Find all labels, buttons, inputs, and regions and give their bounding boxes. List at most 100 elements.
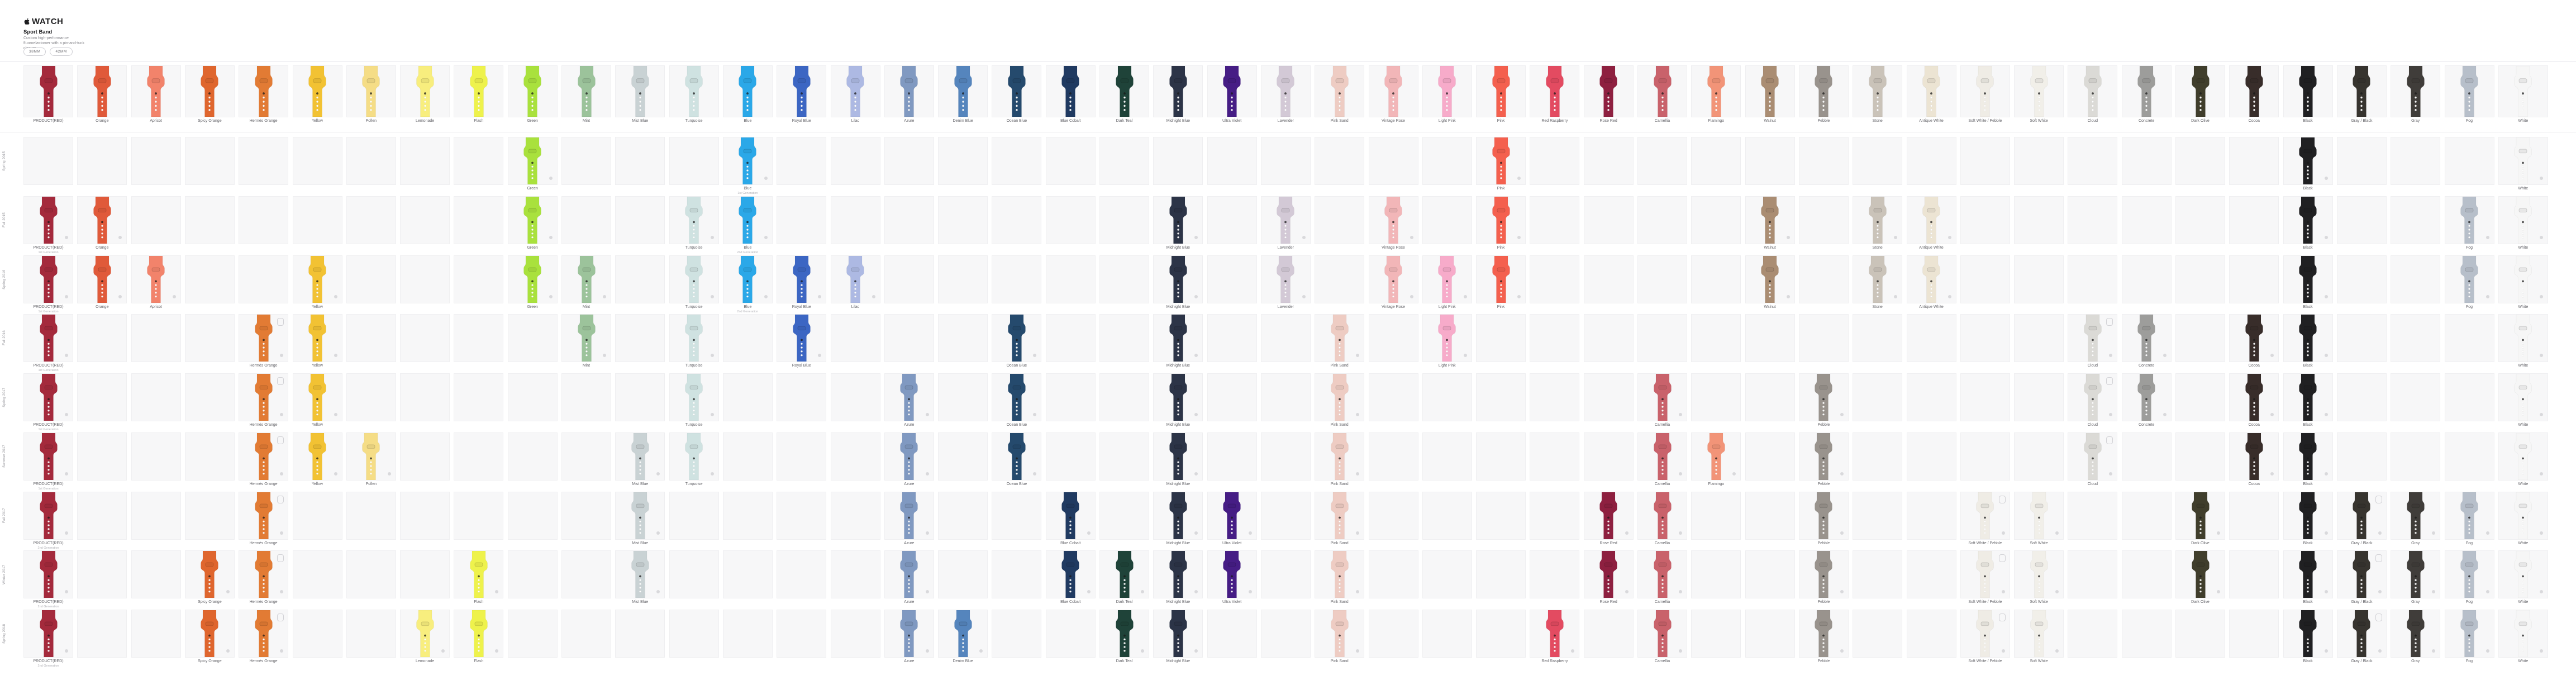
band-cell[interactable]: Pink Sand: [1315, 373, 1365, 427]
band-cell[interactable]: Dark Olive: [2175, 491, 2225, 545]
band-cell[interactable]: PRODUCT(RED) 1st Generation: [23, 314, 73, 372]
band-cell[interactable]: Black: [2283, 137, 2333, 191]
band-cell[interactable]: Turquoise: [669, 314, 719, 368]
band-cell[interactable]: Mist Blue: [615, 550, 665, 604]
band-cell[interactable]: Blue 1st Generation: [722, 137, 773, 195]
band-cell[interactable]: Royal Blue: [777, 314, 827, 368]
band-cell[interactable]: Soft White: [2014, 491, 2064, 545]
band-cell[interactable]: PRODUCT(RED) 1st Generation: [23, 373, 73, 431]
band-cell[interactable]: Pink: [1476, 137, 1526, 191]
band-cell[interactable]: Cloud: [2068, 432, 2118, 486]
band-cell[interactable]: Camellia: [1637, 550, 1687, 604]
band-cell[interactable]: Cloud: [2068, 314, 2118, 368]
band-cell[interactable]: Mint: [561, 255, 611, 309]
band-cell[interactable]: Black: [2283, 610, 2333, 663]
band-cell[interactable]: Midnight Blue: [1153, 491, 1203, 545]
band-cell[interactable]: PRODUCT(RED) 2nd Generation: [23, 491, 73, 550]
band-cell[interactable]: Walnut: [1745, 196, 1795, 250]
band-cell[interactable]: Pink Sand: [1315, 314, 1365, 368]
band-cell[interactable]: Lavender: [1260, 196, 1311, 250]
band-cell[interactable]: Pebble: [1798, 432, 1849, 486]
band-cell[interactable]: Pollen: [346, 432, 396, 486]
band-cell[interactable]: Yellow: [292, 255, 342, 309]
band-cell[interactable]: Royal Blue: [777, 255, 827, 309]
band-cell[interactable]: Vintage Rose: [1368, 255, 1418, 309]
band-cell[interactable]: Concrete: [2121, 373, 2172, 427]
band-cell[interactable]: Light Pink: [1422, 314, 1472, 368]
band-cell[interactable]: Turquoise: [669, 196, 719, 250]
band-cell[interactable]: Antique White: [1906, 255, 1956, 309]
band-cell[interactable]: White: [2498, 432, 2548, 486]
band-cell[interactable]: Mint: [561, 314, 611, 368]
band-cell[interactable]: Cocoa: [2229, 373, 2279, 427]
band-cell[interactable]: Soft White: [2014, 550, 2064, 604]
size-toggle-38mm[interactable]: 38MM: [23, 47, 46, 56]
band-cell[interactable]: Pebble: [1798, 373, 1849, 427]
band-cell[interactable]: Hermès Orange: [239, 314, 289, 368]
band-cell[interactable]: Midnight Blue: [1153, 196, 1203, 250]
band-cell[interactable]: Black: [2283, 314, 2333, 368]
band-cell[interactable]: White: [2498, 550, 2548, 604]
band-cell[interactable]: Pebble: [1798, 550, 1849, 604]
band-cell[interactable]: Pink Sand: [1315, 610, 1365, 663]
band-cell[interactable]: Pink Sand: [1315, 432, 1365, 486]
band-cell[interactable]: Stone: [1853, 196, 1903, 250]
band-cell[interactable]: Red Raspberry: [1530, 610, 1580, 663]
band-cell[interactable]: Azure: [884, 432, 934, 486]
band-cell[interactable]: Midnight Blue: [1153, 255, 1203, 309]
band-cell[interactable]: PRODUCT(RED) 1st Generation: [23, 432, 73, 491]
band-cell[interactable]: Flash: [454, 610, 504, 663]
band-cell[interactable]: PRODUCT(RED) 1st Generation: [23, 255, 73, 313]
band-cell[interactable]: Midnight Blue: [1153, 314, 1203, 368]
band-cell[interactable]: Gray / Black: [2336, 491, 2387, 545]
band-cell[interactable]: Hermès Orange: [239, 432, 289, 486]
band-cell[interactable]: Pink: [1476, 255, 1526, 309]
band-cell[interactable]: Gray: [2391, 550, 2441, 604]
band-cell[interactable]: Black: [2283, 255, 2333, 309]
band-cell[interactable]: Cocoa: [2229, 314, 2279, 368]
band-cell[interactable]: Ocean Blue: [992, 432, 1042, 486]
band-cell[interactable]: Antique White: [1906, 196, 1956, 250]
band-cell[interactable]: Black: [2283, 373, 2333, 427]
band-cell[interactable]: Pebble: [1798, 610, 1849, 663]
band-cell[interactable]: Camellia: [1637, 373, 1687, 427]
band-cell[interactable]: Green: [507, 196, 558, 250]
band-cell[interactable]: Camellia: [1637, 491, 1687, 545]
band-cell[interactable]: Midnight Blue: [1153, 550, 1203, 604]
band-cell[interactable]: PRODUCT(RED) 2nd Generation: [23, 610, 73, 668]
band-cell[interactable]: Denim Blue: [938, 610, 988, 663]
band-cell[interactable]: Soft White: [2014, 610, 2064, 663]
band-cell[interactable]: Blue 2nd Generation: [722, 196, 773, 254]
band-cell[interactable]: Cloud: [2068, 373, 2118, 427]
band-cell[interactable]: Green: [507, 137, 558, 191]
band-cell[interactable]: White: [2498, 255, 2548, 309]
band-cell[interactable]: Pink: [1476, 196, 1526, 250]
band-cell[interactable]: Gray: [2391, 610, 2441, 663]
band-cell[interactable]: Spicy Orange: [184, 550, 235, 604]
band-cell[interactable]: Dark Olive: [2175, 550, 2225, 604]
band-cell[interactable]: Gray / Black: [2336, 610, 2387, 663]
band-cell[interactable]: Soft White / Pebble: [1960, 610, 2010, 663]
band-cell[interactable]: Orange: [77, 255, 127, 309]
band-cell[interactable]: Ocean Blue: [992, 314, 1042, 368]
band-cell[interactable]: Cocoa: [2229, 432, 2279, 486]
band-cell[interactable]: Spicy Orange: [184, 610, 235, 663]
band-cell[interactable]: Azure: [884, 373, 934, 427]
band-cell[interactable]: Black: [2283, 432, 2333, 486]
band-cell[interactable]: Light Pink: [1422, 255, 1472, 309]
band-cell[interactable]: Soft White / Pebble: [1960, 491, 2010, 545]
band-cell[interactable]: Lemonade: [400, 610, 450, 663]
band-cell[interactable]: Ultra Violet: [1207, 491, 1257, 545]
band-cell[interactable]: Blue Cobalt: [1045, 491, 1096, 545]
band-cell[interactable]: Dark Teal: [1099, 550, 1149, 604]
band-cell[interactable]: White: [2498, 314, 2548, 368]
band-cell[interactable]: Orange: [77, 196, 127, 250]
band-cell[interactable]: Black: [2283, 491, 2333, 545]
band-cell[interactable]: Rose Red: [1583, 491, 1634, 545]
band-cell[interactable]: Black: [2283, 550, 2333, 604]
band-cell[interactable]: Turquoise: [669, 255, 719, 309]
band-cell[interactable]: Ocean Blue: [992, 373, 1042, 427]
band-cell[interactable]: White: [2498, 373, 2548, 427]
band-cell[interactable]: Soft White / Pebble: [1960, 550, 2010, 604]
band-cell[interactable]: Lilac: [830, 255, 880, 309]
